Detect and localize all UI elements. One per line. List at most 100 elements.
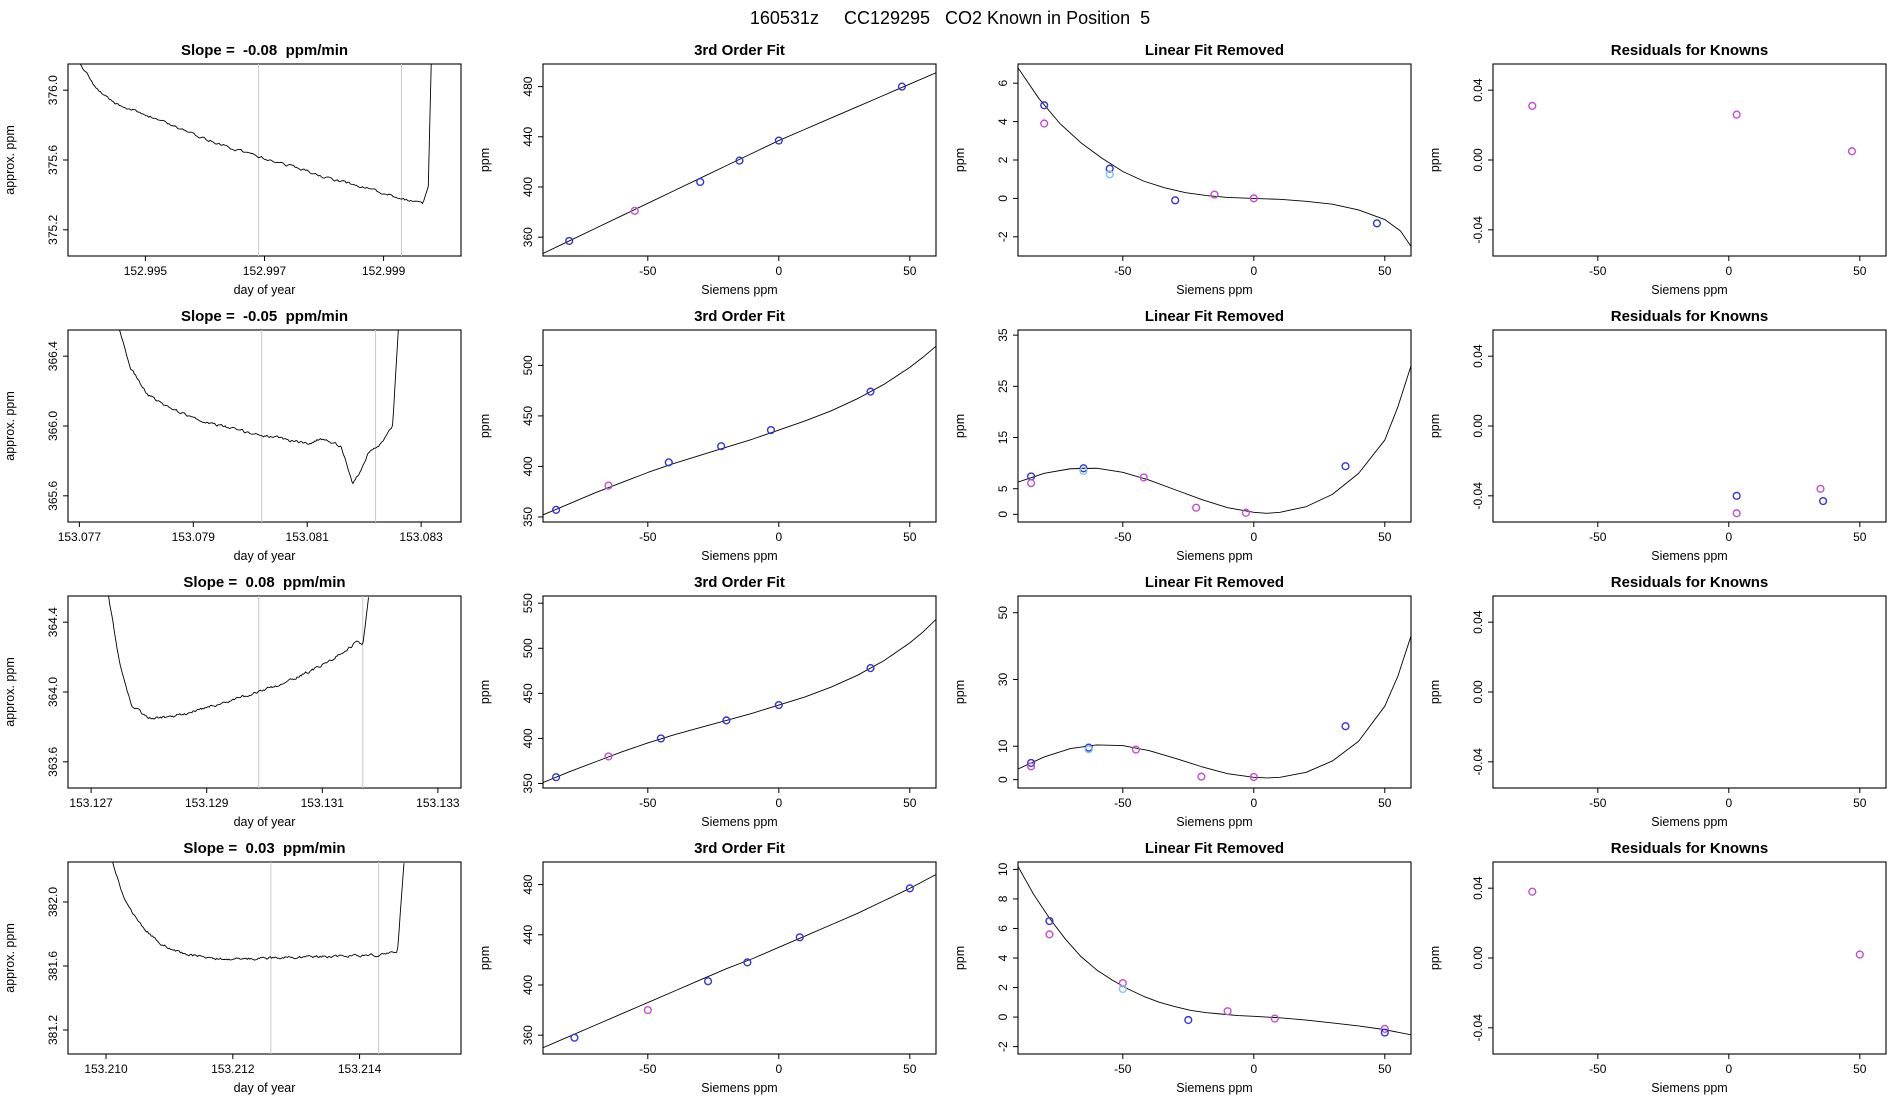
svg-text:350: 350 [521,773,535,793]
svg-text:0: 0 [1250,1062,1257,1076]
svg-text:375.6: 375.6 [46,145,60,175]
svg-text:-2: -2 [996,231,1010,242]
svg-text:0: 0 [1250,264,1257,278]
svg-text:Residuals for Knowns: Residuals for Knowns [1611,574,1769,591]
svg-text:day of year: day of year [234,815,296,829]
svg-text:approx. ppm: approx. ppm [3,923,17,992]
plot-grid: Slope = -0.08 ppm/min day of year approx. … [0,36,1900,1100]
svg-text:0.00: 0.00 [1471,414,1485,438]
svg-text:-50: -50 [1589,264,1607,278]
svg-text:364.0: 364.0 [46,677,60,707]
svg-text:0: 0 [1725,530,1732,544]
svg-text:-0.04: -0.04 [1471,216,1485,244]
svg-text:4: 4 [996,954,1010,961]
svg-text:35: 35 [996,328,1010,342]
svg-text:360: 360 [521,1025,535,1045]
svg-text:Residuals for Knowns: Residuals for Knowns [1611,42,1769,59]
svg-text:0: 0 [1725,796,1732,810]
plot-row2-linear-fit-removed: Linear Fit Removed Siemens ppm ppm -50 0 50 0 5… [953,308,1412,563]
plot-row1-linear-fit-removed: Linear Fit Removed Siemens ppm ppm -50 0 50 -2… [953,42,1412,297]
svg-text:ppm: ppm [953,414,967,438]
plot-row1-residuals-for-knowns: Residuals for Knowns Siemens ppm ppm -50 0 50… [1428,42,1887,297]
plot-row4-residuals-for-knowns: Residuals for Knowns Siemens ppm ppm -50 0 50… [1428,840,1887,1095]
svg-text:153.079: 153.079 [172,530,216,544]
svg-text:ppm: ppm [953,680,967,704]
svg-text:153.133: 153.133 [416,796,460,810]
svg-text:153.077: 153.077 [58,530,102,544]
svg-text:500: 500 [521,638,535,658]
svg-text:0.04: 0.04 [1471,344,1485,368]
svg-text:-50: -50 [1114,530,1132,544]
svg-text:Siemens ppm: Siemens ppm [701,815,777,829]
svg-text:153.081: 153.081 [286,530,330,544]
svg-text:-50: -50 [1589,530,1607,544]
plot-row1-slope-timeseries: Slope = -0.08 ppm/min day of year approx. … [3,42,462,297]
svg-text:ppm: ppm [478,946,492,970]
svg-text:50: 50 [903,796,917,810]
svg-text:5: 5 [996,485,1010,492]
svg-text:Siemens ppm: Siemens ppm [1651,549,1727,563]
svg-text:363.6: 363.6 [46,746,60,776]
svg-text:Slope = 0.03 ppm/min: Slope = 0.03 ppm/min [183,840,345,857]
svg-text:152.999: 152.999 [362,264,406,278]
svg-text:10: 10 [996,739,1010,753]
plot-row4-linear-fit-removed: Linear Fit Removed Siemens ppm ppm -50 0 50 -2… [953,840,1412,1095]
svg-text:-50: -50 [639,264,657,278]
svg-text:0: 0 [996,1013,1010,1020]
page-title: 160531z CC129295 CO2 Known in Position 5 [749,7,1151,28]
svg-text:381.6: 381.6 [46,951,60,981]
svg-text:0.04: 0.04 [1471,876,1485,900]
svg-text:0: 0 [775,264,782,278]
svg-text:-50: -50 [1114,1062,1132,1076]
svg-text:2: 2 [996,156,1010,163]
svg-text:4: 4 [996,118,1010,125]
plot-row2-slope-timeseries: Slope = -0.05 ppm/min day of year approx. … [3,308,462,563]
svg-text:0.04: 0.04 [1471,78,1485,102]
svg-text:366.4: 366.4 [46,341,60,371]
svg-text:376.0: 376.0 [46,75,60,105]
svg-text:450: 450 [521,406,535,426]
svg-text:440: 440 [521,126,535,146]
svg-text:0.00: 0.00 [1471,680,1485,704]
svg-text:day of year: day of year [234,1081,296,1095]
svg-text:Siemens ppm: Siemens ppm [701,549,777,563]
svg-text:ppm: ppm [478,148,492,172]
svg-text:Siemens ppm: Siemens ppm [1651,283,1727,297]
svg-text:day of year: day of year [234,549,296,563]
svg-text:50: 50 [1853,796,1867,810]
plot-row3-3rd-order-fit: 3rd Order Fit Siemens ppm ppm -50 0 50 350 400 4… [478,574,937,829]
svg-text:ppm: ppm [1428,414,1442,438]
svg-text:-0.04: -0.04 [1471,1014,1485,1042]
svg-text:0: 0 [775,530,782,544]
svg-text:-2: -2 [996,1041,1010,1052]
plot-row2-residuals-for-knowns: Residuals for Knowns Siemens ppm ppm -50 0 50… [1428,308,1887,563]
svg-text:440: 440 [521,924,535,944]
svg-text:0: 0 [1250,796,1257,810]
svg-text:ppm: ppm [1428,148,1442,172]
svg-text:382.0: 382.0 [46,887,60,917]
svg-text:Slope = 0.08 ppm/min: Slope = 0.08 ppm/min [183,574,345,591]
svg-text:ppm: ppm [478,414,492,438]
svg-text:Siemens ppm: Siemens ppm [1176,1081,1252,1095]
svg-text:Linear Fit Removed: Linear Fit Removed [1145,42,1284,59]
svg-text:3rd Order Fit: 3rd Order Fit [694,840,785,857]
svg-text:0: 0 [1250,530,1257,544]
svg-text:0.04: 0.04 [1471,610,1485,634]
svg-text:50: 50 [1378,796,1392,810]
svg-text:3rd Order Fit: 3rd Order Fit [694,308,785,325]
svg-text:Residuals for Knowns: Residuals for Knowns [1611,840,1769,857]
svg-text:Residuals for Knowns: Residuals for Knowns [1611,308,1769,325]
svg-text:400: 400 [521,975,535,995]
svg-text:ppm: ppm [478,680,492,704]
svg-text:15: 15 [996,431,1010,445]
svg-text:0: 0 [996,195,1010,202]
svg-text:400: 400 [521,456,535,476]
svg-text:2: 2 [996,984,1010,991]
svg-text:approx. ppm: approx. ppm [3,391,17,460]
svg-text:360: 360 [521,227,535,247]
svg-text:Siemens ppm: Siemens ppm [1176,815,1252,829]
svg-text:50: 50 [1378,1062,1392,1076]
svg-text:Siemens ppm: Siemens ppm [701,283,777,297]
plot-row3-linear-fit-removed: Linear Fit Removed Siemens ppm ppm -50 0 50 0 1… [953,574,1412,829]
svg-text:-50: -50 [1589,796,1607,810]
